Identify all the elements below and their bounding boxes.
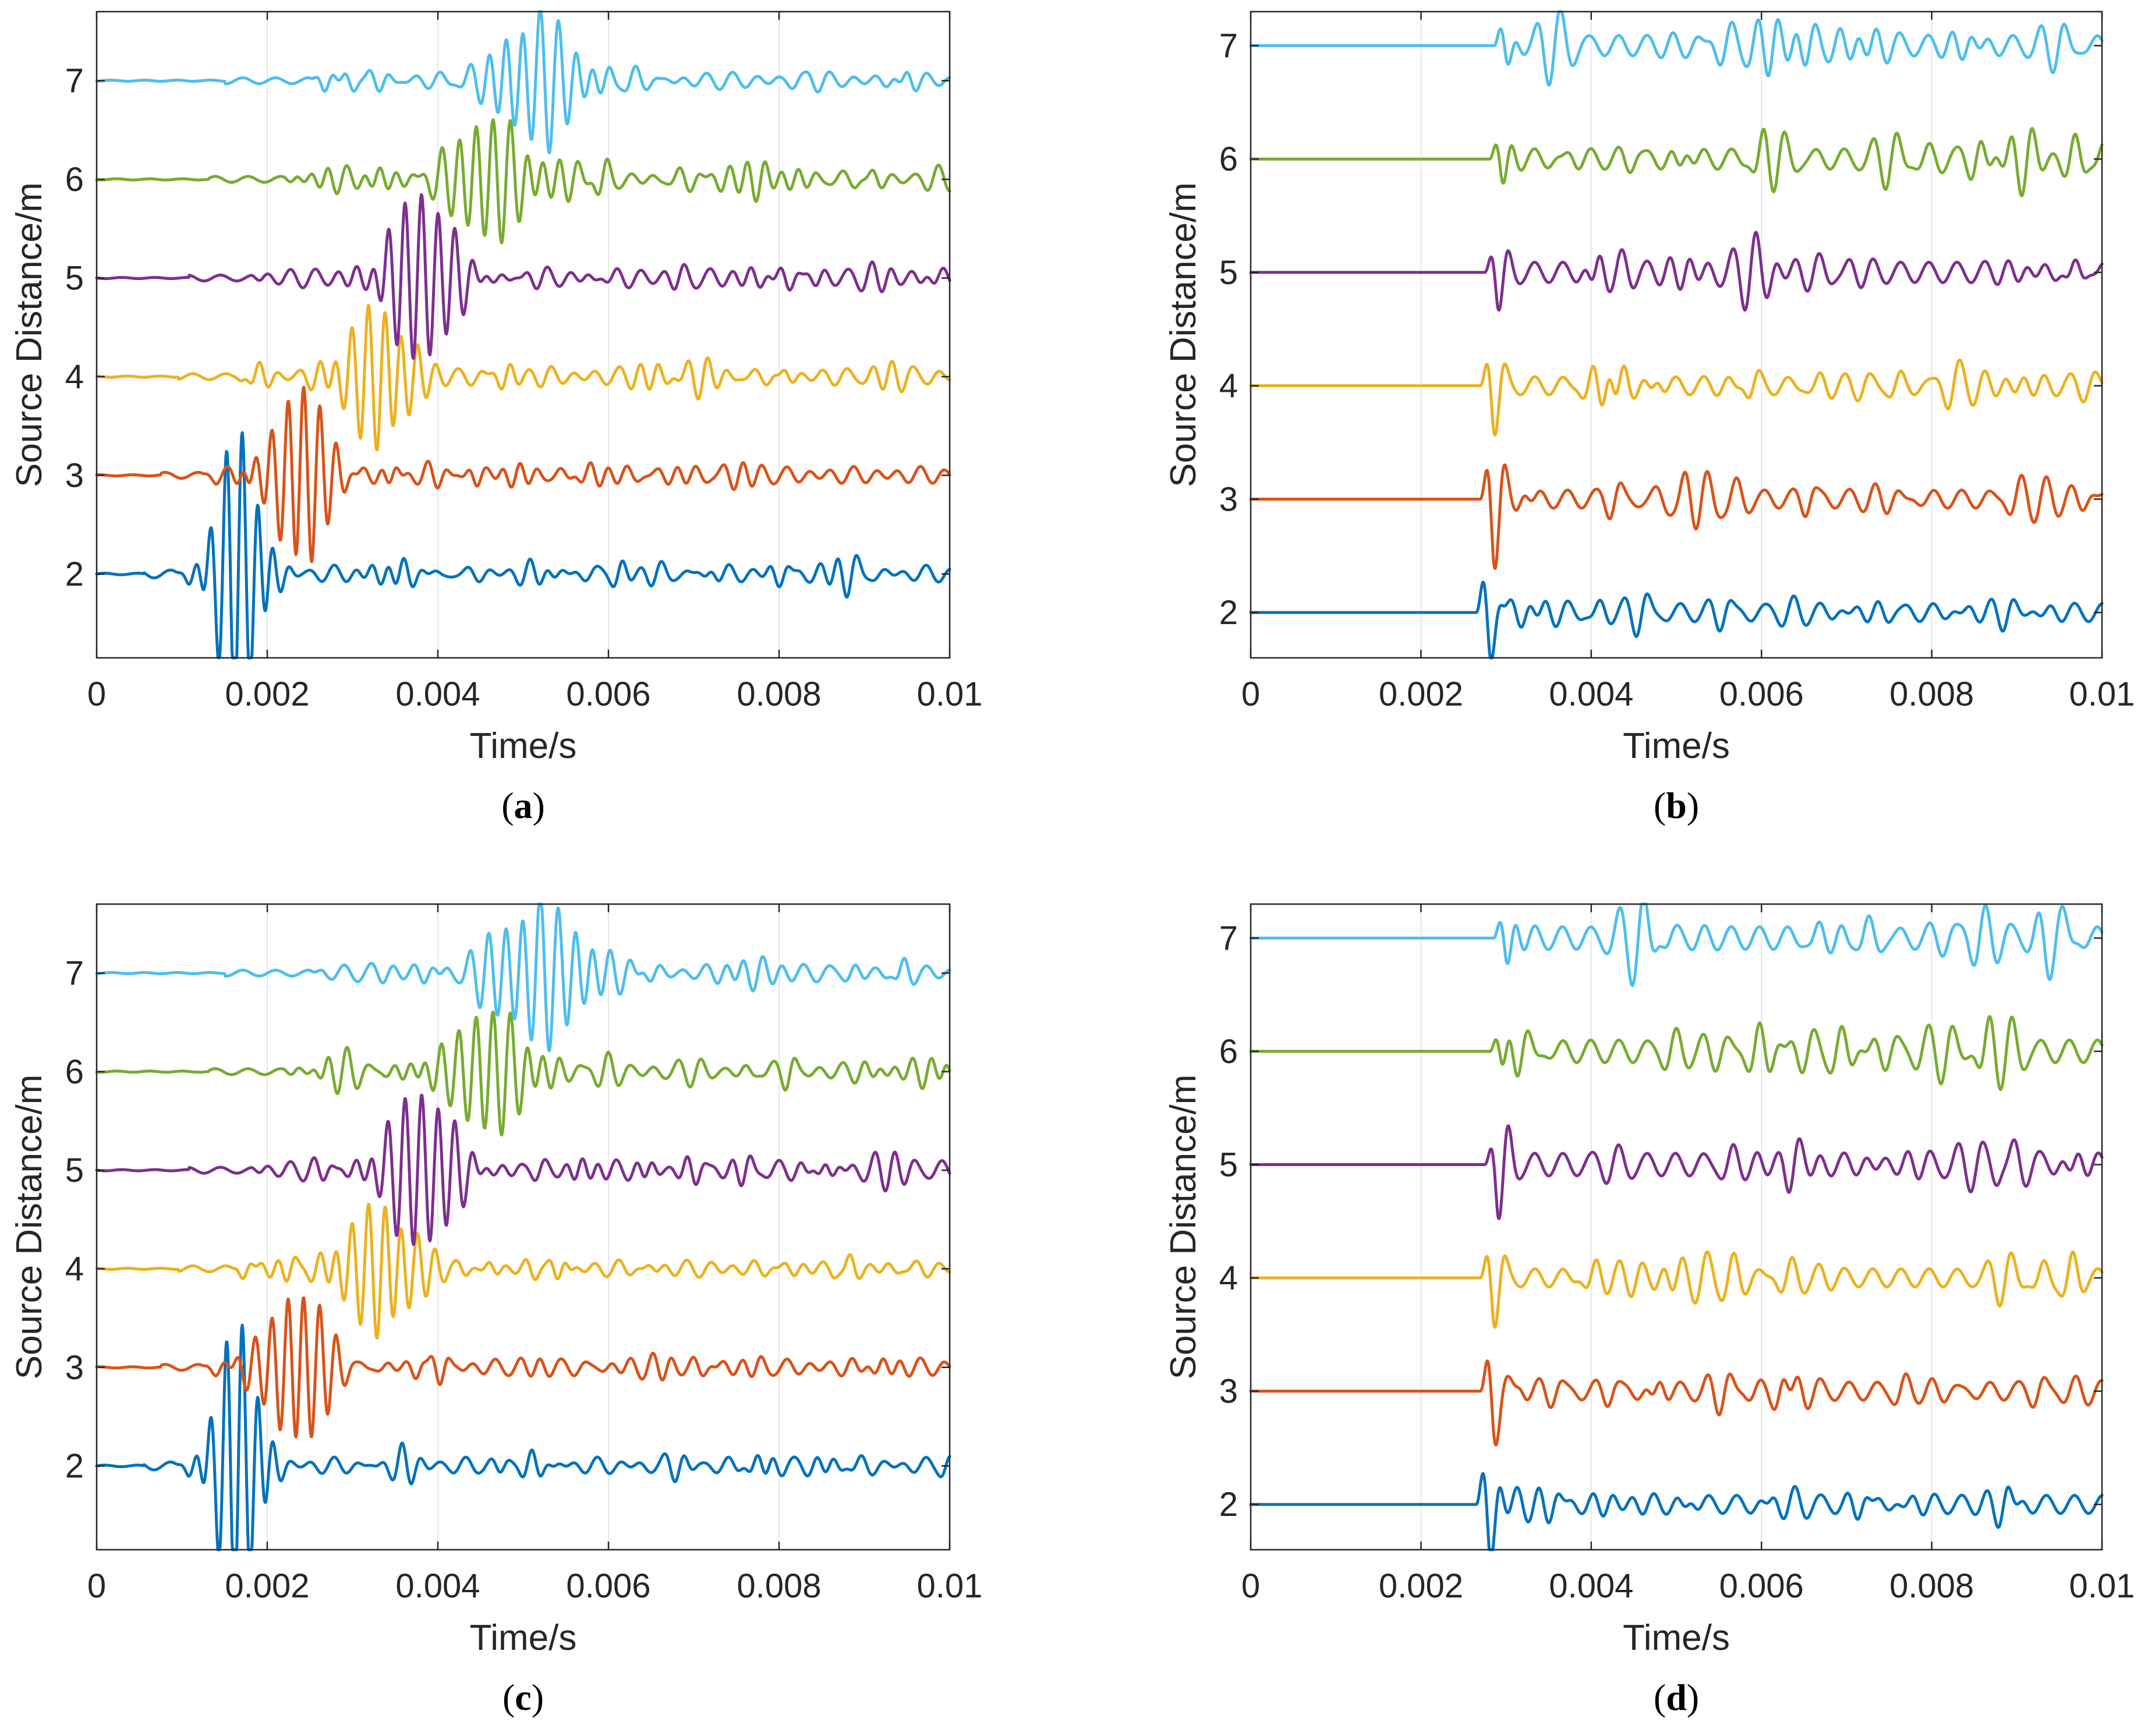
panel-label-a: (a) (501, 785, 545, 826)
y-tick-label: 7 (1219, 919, 1238, 957)
series-line-5m (1249, 1124, 2104, 1220)
x-axis-title: Time/s (1623, 726, 1730, 766)
series-line-2m (95, 1323, 951, 1551)
x-tick-label: 0.002 (225, 675, 309, 713)
y-tick-label: 3 (65, 1349, 84, 1387)
y-tick-label: 7 (65, 62, 84, 100)
y-tick-label: 3 (65, 456, 84, 494)
series-line-3m (95, 385, 951, 564)
series-line-7m (95, 10, 951, 155)
y-axis-title: Source Distance/m (1163, 182, 1204, 487)
x-tick-label: 0 (87, 1567, 106, 1605)
series-line-4m (1249, 358, 2104, 437)
series-line-6m (1249, 127, 2104, 197)
y-tick-label: 6 (1219, 140, 1238, 178)
series-line-6m (95, 118, 951, 245)
y-tick-label: 7 (1219, 27, 1238, 65)
x-tick-label: 0 (87, 675, 106, 713)
x-tick-label: 0.008 (737, 675, 821, 713)
series-line-7m (1249, 902, 2104, 987)
panel-label-c: (c) (502, 1677, 544, 1718)
x-tick-label: 0.004 (1549, 675, 1633, 713)
series-line-7m (1249, 10, 2104, 87)
x-tick-label: 0.01 (917, 675, 983, 713)
x-axis-title: Time/s (470, 1618, 577, 1658)
y-tick-label: 6 (1219, 1033, 1238, 1071)
y-axis-title: Source Distance/m (9, 1075, 49, 1380)
series-line-2m (1249, 580, 2104, 660)
axes-box (95, 10, 951, 659)
y-tick-label: 4 (65, 358, 84, 396)
y-tick-label: 3 (1219, 1373, 1238, 1411)
x-tick-label: 0.01 (917, 1567, 983, 1605)
x-tick-label: 0.008 (737, 1567, 821, 1605)
x-tick-label: 0 (1241, 675, 1260, 713)
y-tick-label: 4 (1219, 367, 1238, 405)
axes-box (1250, 10, 2103, 659)
y-tick-label: 5 (65, 1152, 84, 1189)
y-axis-title: Source Distance/m (1163, 1075, 1204, 1380)
series-line-4m (95, 304, 951, 452)
x-tick-label: 0.004 (395, 1567, 480, 1605)
series-line-7m (95, 902, 951, 1053)
series-line-4m (1249, 1250, 2104, 1329)
y-tick-label: 2 (65, 1447, 84, 1485)
series-line-2m (1249, 1472, 2104, 1551)
x-axis-title: Time/s (470, 726, 577, 766)
x-tick-label: 0.01 (2069, 1567, 2135, 1605)
y-tick-label: 7 (65, 955, 84, 993)
x-tick-label: 0.004 (1549, 1567, 1633, 1605)
series-line-6m (95, 1010, 951, 1137)
series-line-5m (1249, 231, 2104, 312)
y-tick-label: 2 (1219, 1486, 1238, 1524)
chart-panel-b: 0 0.002 0.004 0.006 0.008 0.01 2 3 4 5 6 7 Time/s Sou… (1163, 10, 2135, 826)
y-tick-label: 6 (65, 1053, 84, 1091)
y-tick-label: 5 (65, 260, 84, 297)
y-axis-title: Source Distance/m (9, 182, 49, 487)
series-line-4m (95, 1202, 951, 1340)
panel-label-b: (b) (1654, 785, 1699, 826)
y-tick-label: 2 (1219, 594, 1238, 632)
panel-label-d: (d) (1654, 1677, 1699, 1718)
series-line-3m (1249, 1359, 2104, 1447)
x-tick-label: 0.006 (566, 1567, 650, 1605)
x-tick-label: 0.008 (1889, 1567, 1974, 1605)
series-line-3m (95, 1296, 951, 1439)
x-tick-label: 0.002 (1379, 1567, 1463, 1605)
x-tick-label: 0.01 (2069, 675, 2135, 713)
series-line-5m (95, 1093, 951, 1246)
chart-panel-c: 0 0.002 0.004 0.006 0.008 0.01 2 3 4 5 6 7 Time/s Sou… (9, 902, 983, 1718)
y-tick-label: 4 (1219, 1259, 1238, 1297)
x-tick-label: 0.006 (1719, 675, 1804, 713)
x-tick-label: 0 (1241, 1567, 1260, 1605)
axes-box (1250, 903, 2103, 1551)
x-tick-label: 0.002 (1379, 675, 1463, 713)
y-tick-label: 4 (65, 1250, 84, 1288)
chart-panel-a: 0 0.002 0.004 0.006 0.008 0.01 2 3 4 5 6 7 Time/s Sou… (9, 10, 983, 826)
series-line-6m (1249, 1015, 2104, 1092)
series-line-2m (95, 431, 951, 660)
series-line-5m (95, 193, 951, 360)
x-tick-label: 0.004 (395, 675, 480, 713)
chart-panel-d: 0 0.002 0.004 0.006 0.008 0.01 2 3 4 5 6 7 Time/s Sou… (1163, 902, 2135, 1718)
x-tick-label: 0.006 (566, 675, 650, 713)
x-tick-label: 0.002 (225, 1567, 309, 1605)
y-tick-label: 5 (1219, 254, 1238, 292)
y-tick-label: 3 (1219, 480, 1238, 518)
y-tick-label: 6 (65, 161, 84, 199)
x-tick-label: 0.008 (1889, 675, 1974, 713)
x-axis-title: Time/s (1623, 1618, 1730, 1658)
x-tick-label: 0.006 (1719, 1567, 1804, 1605)
y-tick-label: 5 (1219, 1146, 1238, 1184)
y-tick-label: 2 (65, 555, 84, 593)
series-line-3m (1249, 463, 2104, 571)
axes-box (95, 903, 951, 1551)
